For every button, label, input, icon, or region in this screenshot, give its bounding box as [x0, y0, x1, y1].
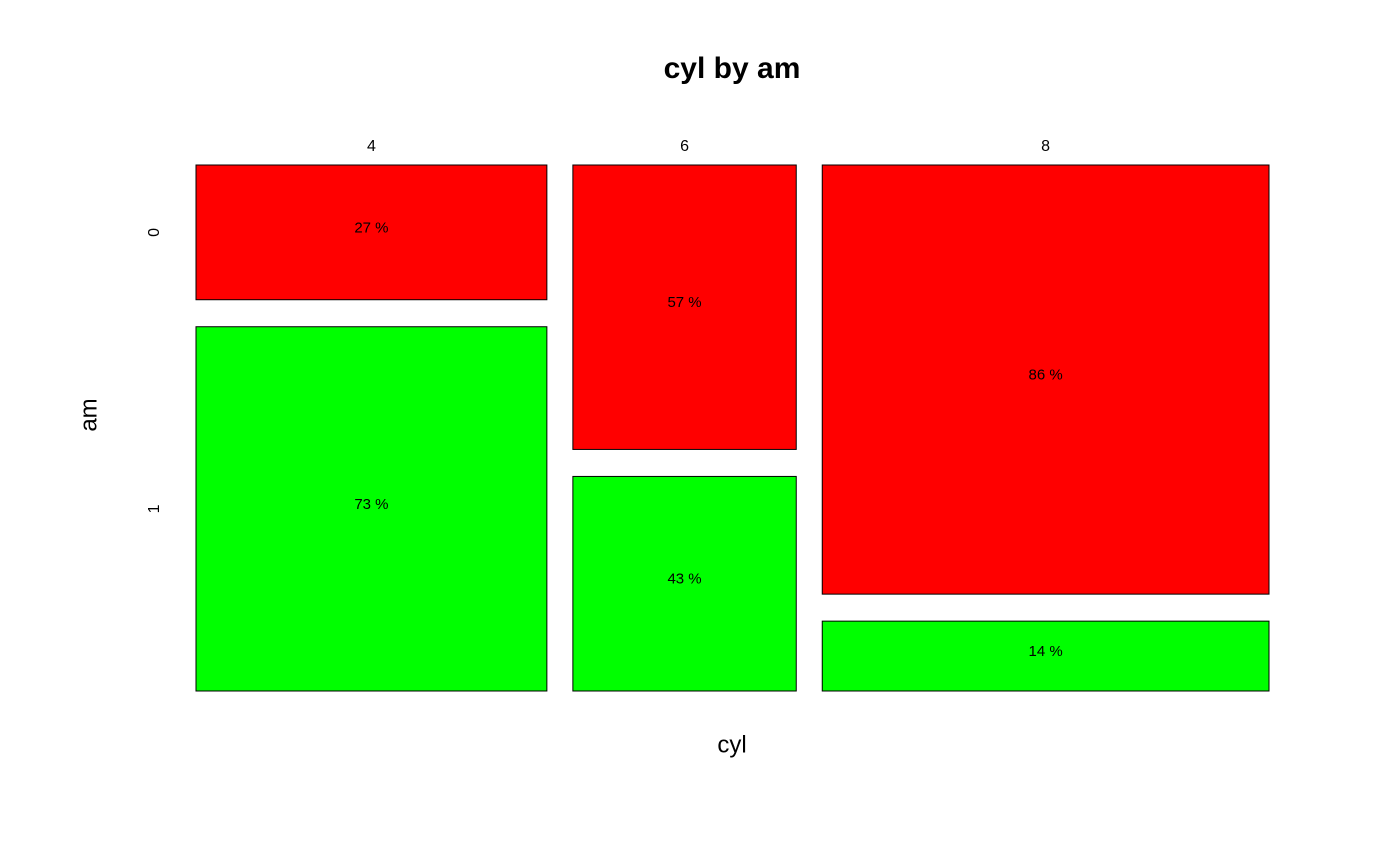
data-label: 73 % [354, 496, 388, 513]
mosaic-tile [821, 620, 1270, 692]
x-tick-label: 6 [680, 138, 689, 155]
mosaic-tile [195, 164, 548, 301]
data-label: 57 % [667, 294, 701, 311]
x-axis-title: cyl [717, 731, 746, 758]
chart-title: cyl by am [664, 52, 801, 85]
x-tick-label: 4 [367, 138, 376, 155]
x-tick-label: 8 [1041, 138, 1050, 155]
y-axis-title: am [75, 398, 102, 431]
mosaic-tile [572, 164, 797, 450]
y-tick-label: 0 [146, 228, 163, 237]
mosaic-tile [821, 164, 1270, 595]
y-tick-label: 1 [146, 504, 163, 513]
data-label: 27 % [354, 219, 388, 236]
mosaic-tile [195, 326, 548, 692]
data-label: 86 % [1029, 367, 1063, 384]
mosaic-tile [572, 475, 797, 692]
data-label: 14 % [1029, 643, 1063, 660]
data-label: 43 % [667, 571, 701, 588]
